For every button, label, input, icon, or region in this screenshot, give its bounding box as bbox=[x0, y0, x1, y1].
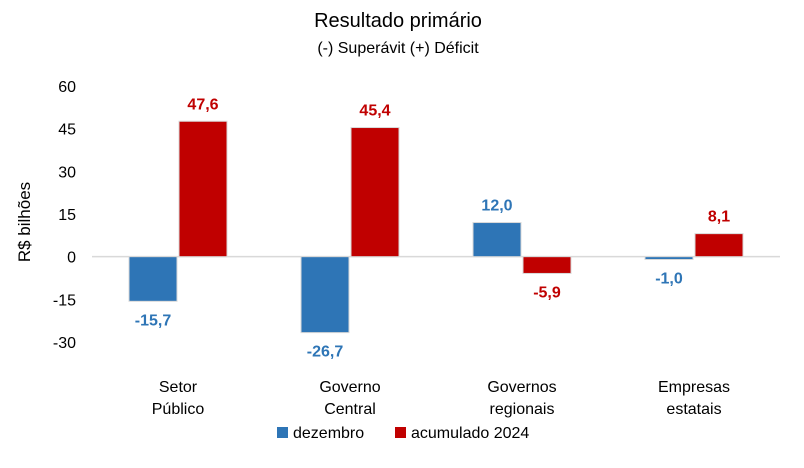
data-label: 8,1 bbox=[708, 209, 730, 226]
y-tick-label: 60 bbox=[58, 79, 76, 96]
bar-acumulado-3 bbox=[694, 233, 744, 258]
chart-subtitle: (-) Superávit (+) Déficit bbox=[317, 40, 479, 57]
category-label: Empresas bbox=[658, 379, 730, 396]
y-axis-label: R$ bilhões bbox=[15, 182, 34, 262]
data-label: -1,0 bbox=[655, 271, 683, 288]
data-label: -5,9 bbox=[533, 284, 561, 301]
bar-dezembro-1 bbox=[300, 256, 350, 334]
category-label: estatais bbox=[666, 401, 721, 418]
legend-label: dezembro bbox=[293, 425, 364, 442]
category-label: Setor bbox=[159, 379, 198, 396]
legend-swatch-1 bbox=[395, 427, 406, 438]
chart-title: Resultado primário bbox=[314, 10, 482, 32]
y-tick-label: 15 bbox=[58, 207, 76, 224]
data-label: -15,7 bbox=[135, 312, 172, 329]
legend-label: acumulado 2024 bbox=[411, 425, 529, 442]
category-label: Governos bbox=[487, 379, 556, 396]
y-axis: 60 45 30 15 0 -15 -30 bbox=[53, 79, 76, 352]
bar-dezembro-0 bbox=[128, 256, 178, 302]
category-label: Governo bbox=[319, 379, 380, 396]
x-axis-categories: Setor Público Governo Central Governos region… bbox=[152, 379, 730, 418]
y-tick-label: 30 bbox=[58, 164, 76, 181]
bars bbox=[128, 120, 744, 334]
bar-dezembro-3 bbox=[644, 256, 694, 261]
y-tick-label: 45 bbox=[58, 122, 76, 139]
legend-swatch-0 bbox=[277, 427, 288, 438]
y-tick-label: -15 bbox=[53, 292, 76, 309]
data-label: 12,0 bbox=[481, 198, 512, 215]
y-tick-label: 0 bbox=[67, 250, 76, 267]
bar-acumulado-0 bbox=[178, 120, 228, 258]
bar-dezembro-2 bbox=[472, 222, 522, 258]
data-labels: -15,7 47,6 -26,7 45,4 12,0 -5,9 -1,0 8,1 bbox=[135, 96, 730, 360]
category-label: Central bbox=[324, 401, 376, 418]
data-label: -26,7 bbox=[307, 344, 344, 361]
data-label: 47,6 bbox=[187, 96, 218, 113]
bar-acumulado-2 bbox=[522, 256, 572, 274]
bar-acumulado-1 bbox=[350, 127, 400, 258]
data-label: 45,4 bbox=[359, 103, 390, 120]
category-label: regionais bbox=[490, 401, 555, 418]
y-tick-label: -30 bbox=[53, 335, 76, 352]
legend: dezembro acumulado 2024 bbox=[277, 425, 529, 442]
category-label: Público bbox=[152, 401, 205, 418]
